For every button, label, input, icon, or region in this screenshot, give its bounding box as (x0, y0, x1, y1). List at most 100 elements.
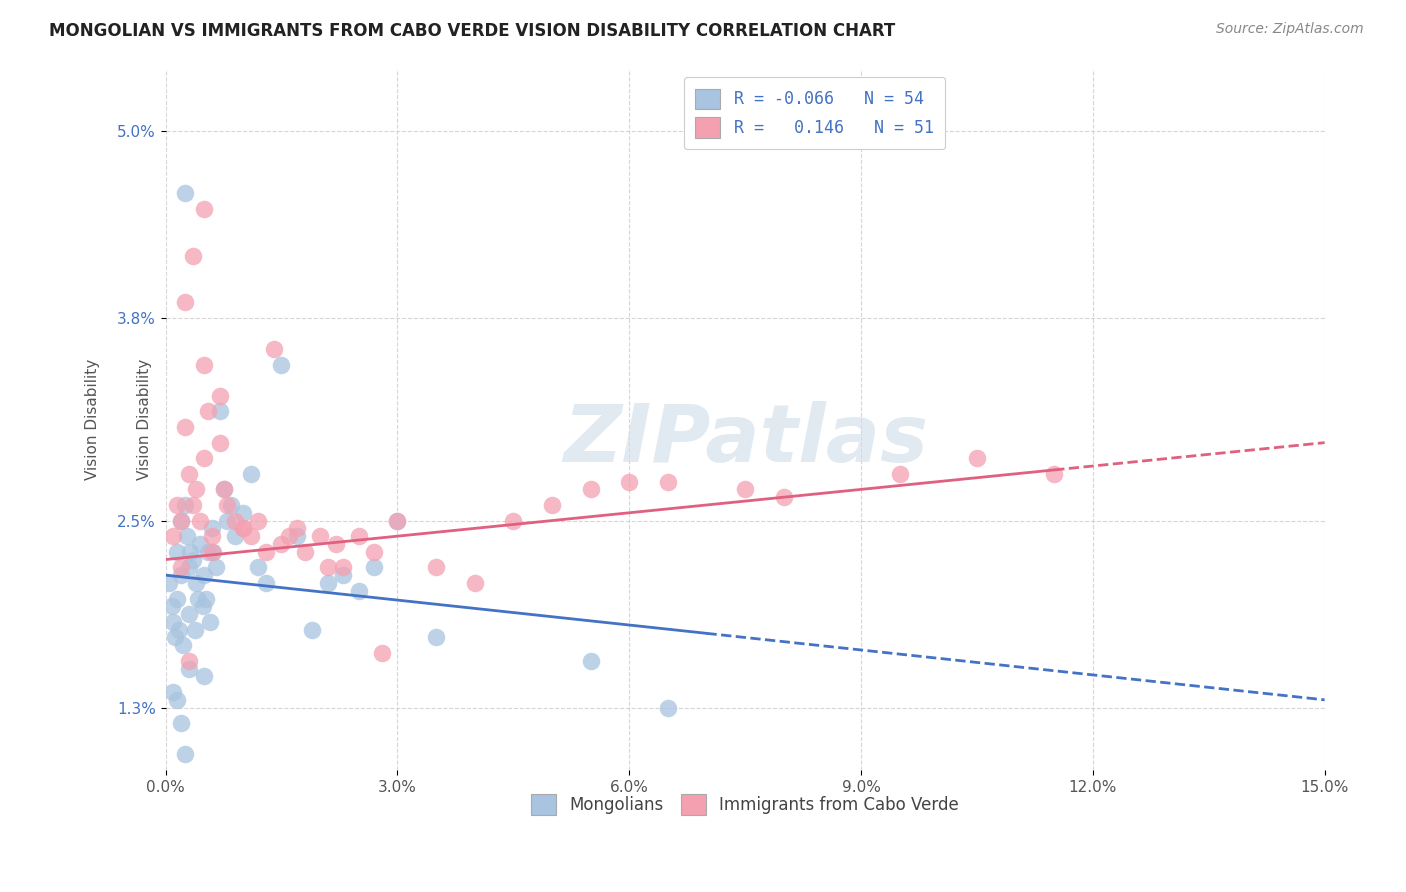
Point (162, 529, 184, 543)
Point (186, 483, 208, 497)
Point (181, 552, 204, 566)
Point (966, 451, 988, 466)
Text: Source: ZipAtlas.com: Source: ZipAtlas.com (1216, 22, 1364, 37)
Point (170, 560, 193, 574)
Point (224, 529, 246, 543)
Text: ZIPatlas: ZIPatlas (562, 401, 928, 479)
Point (172, 638, 194, 652)
Point (170, 568, 193, 582)
Point (772, 490, 794, 504)
Point (193, 568, 215, 582)
Point (159, 576, 181, 591)
Point (181, 249, 204, 263)
Point (193, 669, 215, 683)
Point (166, 498, 188, 512)
Point (166, 693, 188, 707)
Point (239, 467, 262, 481)
Point (363, 560, 385, 574)
Point (201, 545, 224, 559)
Point (294, 545, 316, 559)
Point (184, 623, 207, 637)
Point (285, 529, 308, 543)
Point (187, 591, 209, 606)
Point (169, 623, 191, 637)
Point (212, 483, 235, 497)
Y-axis label: Vision Disability: Vision Disability (136, 359, 152, 480)
Point (181, 498, 204, 512)
Point (1043, 467, 1066, 481)
Point (212, 483, 235, 497)
Point (263, 342, 285, 356)
Point (579, 654, 602, 668)
Point (177, 560, 200, 574)
Point (347, 583, 370, 598)
Point (502, 514, 524, 528)
Point (464, 576, 486, 591)
Point (219, 498, 242, 512)
Point (247, 514, 270, 528)
Point (197, 404, 219, 418)
Point (186, 576, 208, 591)
Point (177, 662, 200, 676)
Point (270, 358, 292, 372)
Point (173, 747, 195, 762)
Point (173, 186, 195, 201)
Point (200, 615, 222, 629)
Point (301, 623, 323, 637)
Point (254, 576, 277, 591)
Point (217, 498, 239, 512)
Point (163, 631, 186, 645)
Point (232, 521, 254, 535)
Point (889, 467, 911, 481)
Point (173, 420, 195, 434)
Point (177, 467, 200, 481)
Point (204, 560, 226, 574)
Point (194, 591, 217, 606)
Point (278, 529, 301, 543)
Point (425, 631, 447, 645)
Point (657, 700, 679, 714)
Point (193, 358, 215, 372)
Point (224, 514, 246, 528)
Point (363, 545, 385, 559)
Point (316, 560, 339, 574)
Point (193, 451, 215, 466)
Point (217, 514, 239, 528)
Point (270, 537, 292, 551)
Point (579, 483, 602, 497)
Point (166, 591, 188, 606)
Point (173, 498, 195, 512)
Legend: Mongolians, Immigrants from Cabo Verde: Mongolians, Immigrants from Cabo Verde (522, 784, 969, 825)
Point (208, 435, 231, 450)
Point (232, 506, 254, 520)
Point (197, 545, 219, 559)
Point (166, 545, 188, 559)
Point (347, 529, 370, 543)
Point (191, 599, 214, 614)
Point (387, 514, 409, 528)
Point (208, 404, 231, 418)
Point (201, 529, 224, 543)
Point (232, 521, 254, 535)
Point (325, 537, 347, 551)
Point (162, 615, 184, 629)
Point (177, 654, 200, 668)
Text: MONGOLIAN VS IMMIGRANTS FROM CABO VERDE VISION DISABILITY CORRELATION CHART: MONGOLIAN VS IMMIGRANTS FROM CABO VERDE … (49, 22, 896, 40)
Point (193, 202, 215, 216)
Point (332, 560, 354, 574)
Point (188, 537, 211, 551)
Point (619, 475, 641, 489)
Point (541, 498, 564, 512)
Point (316, 576, 339, 591)
Point (170, 514, 193, 528)
Point (176, 529, 198, 543)
Point (309, 529, 332, 543)
Point (387, 514, 409, 528)
Point (332, 568, 354, 582)
Point (170, 716, 193, 731)
Point (177, 607, 200, 621)
Point (201, 521, 224, 535)
Point (162, 685, 184, 699)
Point (173, 295, 195, 310)
Point (160, 599, 183, 614)
